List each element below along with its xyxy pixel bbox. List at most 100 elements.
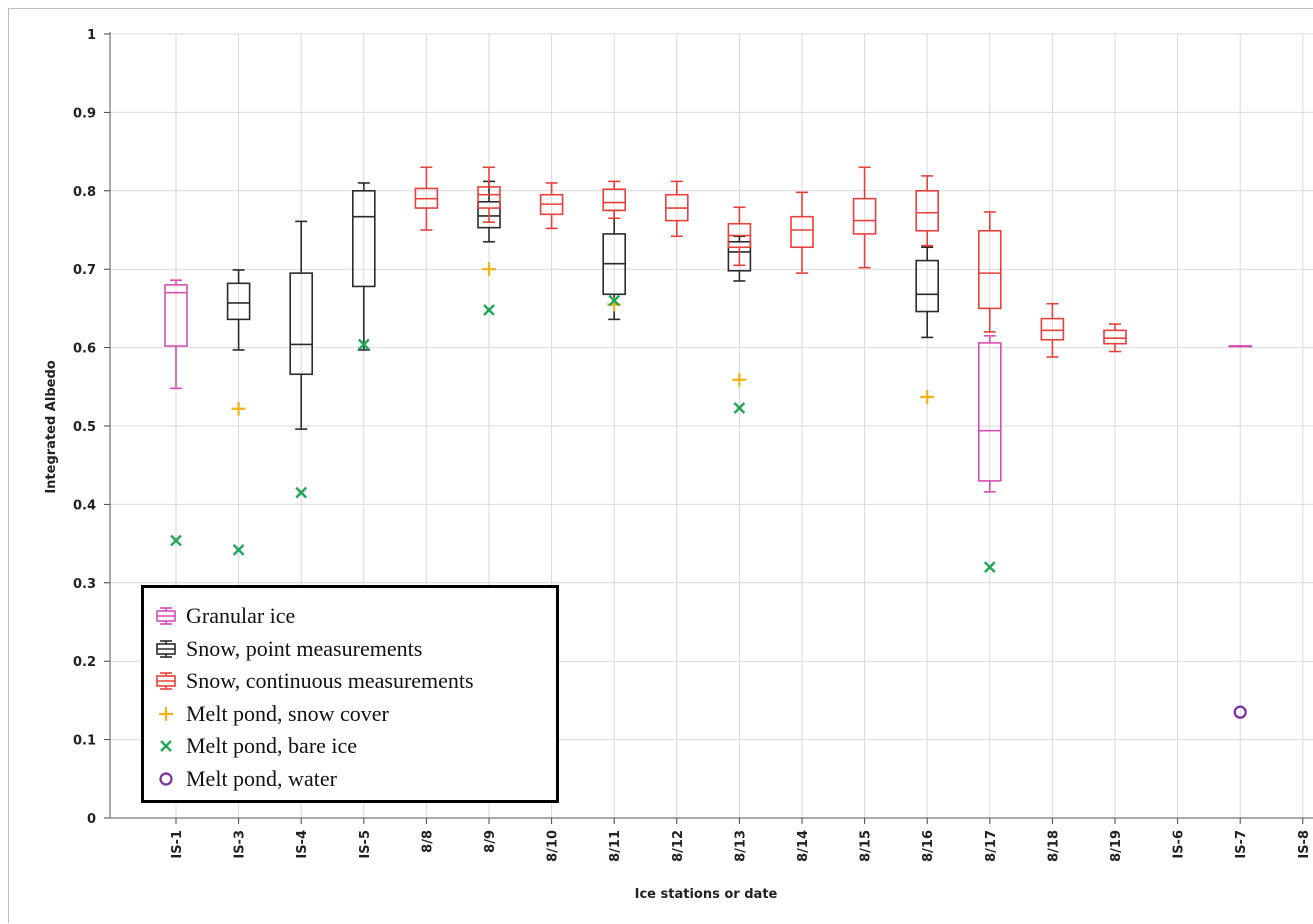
y-axis-title: Integrated Albedo	[44, 360, 59, 493]
legend-label: Melt pond, snow cover	[186, 700, 389, 726]
point-melt-pond-bare-ice	[170, 534, 182, 547]
y-tick-label: 0.6	[73, 342, 96, 357]
box-iqr	[351, 190, 376, 288]
x-tick-label: IS-8	[1297, 830, 1312, 859]
y-tick-label: 1	[87, 28, 96, 43]
y-tick-label: 0	[87, 812, 96, 827]
box-granular-ice	[1228, 345, 1252, 348]
box-snow-continuous	[852, 166, 877, 269]
point-melt-pond-bare-ice	[357, 338, 370, 351]
box-granular-ice	[977, 335, 1002, 493]
box-iqr	[727, 240, 752, 272]
legend-marker-icon	[156, 639, 176, 658]
box-snow-continuous	[1103, 323, 1127, 353]
y-tick-label: 0.9	[73, 106, 96, 121]
box-snow-continuous	[477, 166, 501, 223]
box-iqr	[915, 190, 940, 232]
legend-marker-icon	[159, 706, 173, 721]
legend-item: Melt pond, bare ice	[152, 730, 556, 763]
point-melt-pond-bare-ice	[232, 544, 245, 556]
box-snow-point	[915, 246, 940, 339]
x-tick-label: 8/12	[671, 830, 686, 862]
legend-marker-icon	[160, 740, 172, 753]
y-tick-label: 0.2	[73, 655, 96, 670]
x-axis-title: Ice stations or date	[635, 887, 778, 902]
box-snow-continuous	[915, 175, 940, 247]
box-iqr	[852, 197, 877, 235]
x-tick-label: 8/13	[733, 830, 748, 862]
x-tick-label: 8/14	[796, 830, 811, 862]
x-tick-label: 8/16	[921, 830, 936, 862]
x-tick-label: 8/10	[546, 830, 561, 862]
y-tick-label: 0.7	[73, 263, 96, 278]
point-melt-pond-snow-cover	[732, 372, 747, 387]
box-iqr	[477, 200, 501, 229]
box-snow-continuous	[539, 182, 564, 230]
legend-label: Melt pond, bare ice	[186, 733, 358, 759]
x-tick-label: 8/8	[420, 830, 435, 853]
legend-item: Snow, point measurements	[152, 633, 556, 666]
box-iqr	[164, 284, 188, 347]
point-melt-pond-snow-cover	[920, 389, 935, 404]
x-tick-label: IS-4	[295, 830, 310, 859]
box-iqr	[790, 215, 814, 249]
box-snow-point	[226, 269, 251, 351]
y-tick-label: 0.3	[73, 577, 96, 592]
x-tick-label: 8/17	[984, 830, 999, 862]
y-tick-label: 0.8	[73, 185, 96, 200]
legend-item: Melt pond, water	[152, 763, 556, 796]
legend-label: Snow, point measurements	[186, 635, 423, 661]
y-tick-label: 0.5	[73, 420, 96, 435]
point-melt-pond-bare-ice	[608, 294, 621, 307]
box-iqr	[289, 272, 314, 376]
legend-label: Granular ice	[186, 603, 296, 629]
point-melt-pond-bare-ice	[483, 304, 495, 316]
chart-frame: 0 0.1 0.2 0.3 0.4 0.5 0.6 0.7 0.8 0.9 1 IS-1 IS-3 IS-…	[8, 8, 1313, 923]
y-tick-label: 0.4	[73, 498, 96, 513]
legend-item: Melt pond, snow cover	[152, 698, 556, 731]
x-tick-label: 8/9	[483, 830, 498, 853]
box-iqr	[226, 282, 251, 321]
box-iqr	[1103, 329, 1127, 345]
legend-marker-icon	[159, 772, 173, 786]
y-tick-label: 0.1	[73, 734, 96, 749]
legend-label: Melt pond, water	[186, 765, 337, 791]
box-granular-ice	[164, 279, 188, 390]
legend: Granular ice Snow, point measurements Snow…	[141, 585, 559, 803]
axes: 0 0.1 0.2 0.3 0.4 0.5 0.6 0.7 0.8 0.9 1 IS-1 IS-3 IS-…	[73, 28, 1313, 862]
box-iqr	[602, 188, 627, 212]
x-tick-label: 8/19	[1109, 830, 1124, 862]
x-tick-label: 8/15	[859, 830, 874, 862]
point-melt-pond-bare-ice	[983, 561, 996, 573]
legend-item: Granular ice	[152, 600, 556, 633]
legend-marker-icon	[156, 607, 176, 626]
box-snow-continuous	[664, 180, 689, 238]
legend-marker-icon	[156, 672, 176, 691]
box-snow-continuous	[727, 206, 752, 267]
point-melt-pond-bare-ice	[733, 402, 746, 414]
x-tick-label: 8/18	[1046, 830, 1061, 862]
box-iqr	[1040, 317, 1065, 341]
x-tick-label: IS-1	[170, 830, 185, 859]
x-tick-label: IS-3	[233, 830, 248, 859]
legend-item: Snow, continuous measurements	[152, 665, 556, 698]
x-tick-label: IS-6	[1172, 830, 1187, 859]
box-snow-continuous	[790, 191, 814, 274]
x-tick-label: IS-7	[1234, 830, 1249, 859]
point-melt-pond-bare-ice	[295, 486, 308, 499]
point-melt-pond-water	[1233, 705, 1247, 719]
box-snow-continuous	[977, 211, 1002, 333]
point-melt-pond-snow-cover	[482, 262, 496, 277]
box-iqr	[915, 259, 940, 313]
legend-label: Snow, continuous measurements	[186, 668, 474, 694]
x-tick-label: 8/11	[608, 830, 623, 862]
box-snow-continuous	[414, 166, 439, 231]
box-snow-point	[289, 220, 314, 430]
x-tick-label: IS-5	[358, 830, 373, 859]
box-iqr	[977, 342, 1002, 482]
point-melt-pond-snow-cover	[231, 401, 246, 416]
plot-marks	[164, 166, 1252, 719]
box-snow-continuous	[1040, 302, 1065, 358]
box-snow-continuous	[602, 180, 627, 220]
box-iqr	[477, 186, 501, 209]
